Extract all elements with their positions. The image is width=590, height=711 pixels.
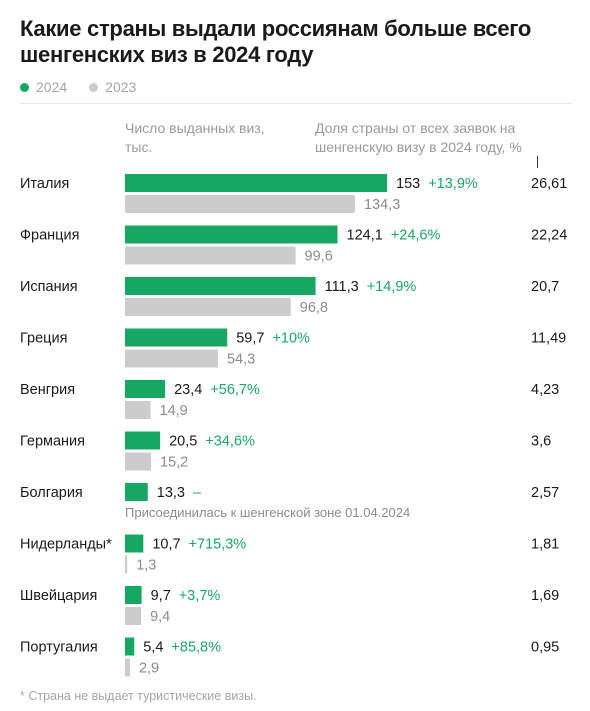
legend-item-2024: 2024 — [20, 79, 67, 95]
value-label-2024: 10,7 — [152, 537, 180, 553]
change-label: – — [193, 485, 202, 501]
legend-label-2024: 2024 — [36, 79, 68, 95]
share-value: 26,61 — [531, 176, 567, 192]
bar-2024 — [125, 277, 316, 295]
change-label: +3,7% — [179, 588, 221, 604]
share-value: 2,57 — [531, 485, 559, 501]
bar-2024 — [125, 431, 161, 450]
country-label: Болгария — [20, 485, 83, 501]
bar-2023 — [125, 452, 152, 471]
change-label: +85,8% — [171, 640, 221, 656]
bar-2024 — [125, 174, 387, 192]
chart-title: Какие страны выдали россиянам больше все… — [20, 16, 531, 67]
country-label: Нидерланды* — [20, 537, 112, 553]
bar-2024 — [125, 380, 166, 398]
country-label: Германия — [20, 434, 85, 450]
visas-column-header: Число выданных виз, тыс. — [125, 120, 265, 155]
share-column-header: Доля страны от всех заявок на шенгенскую… — [315, 120, 522, 155]
change-label: +10% — [272, 331, 310, 347]
change-label: +14,9% — [367, 279, 417, 295]
change-label: +34,6% — [205, 434, 255, 450]
annotation-note: Присоединилась к шенгенской зоне 01.04.2… — [125, 505, 410, 520]
share-value: 3,6 — [531, 434, 551, 450]
country-label: Испания — [20, 279, 78, 295]
value-label-2023: 9,4 — [150, 609, 170, 625]
value-label-2023: 54,3 — [227, 352, 255, 368]
legend-item-2023: 2023 — [89, 79, 136, 95]
value-label-2023: 1,3 — [136, 558, 156, 574]
value-label-2024: 20,5 — [169, 434, 197, 450]
bar-2024 — [125, 586, 142, 604]
country-label: Швейцария — [20, 588, 97, 604]
legend-label-2023: 2023 — [105, 79, 137, 95]
country-label: Венгрия — [20, 382, 75, 398]
value-label-2024: 153 — [396, 176, 420, 192]
value-label-2023: 96,8 — [300, 300, 328, 316]
share-value: 0,95 — [531, 640, 559, 656]
value-label-2024: 111,3 — [325, 279, 359, 295]
value-label-2024: 13,3 — [157, 485, 185, 501]
bar-2024 — [125, 483, 148, 501]
legend-dot-2024 — [20, 82, 29, 92]
legend: 2024 2023 — [20, 79, 158, 95]
country-label: Греция — [20, 331, 67, 347]
bar-2023 — [125, 555, 128, 574]
share-value: 1,69 — [531, 588, 559, 604]
share-value: 1,81 — [531, 537, 559, 553]
bar-2023 — [125, 658, 130, 677]
bar-2023 — [125, 349, 218, 368]
country-label: Италия — [20, 176, 69, 192]
country-label: Франция — [20, 228, 79, 244]
change-label: +715,3% — [189, 537, 247, 553]
bar-2024 — [125, 225, 338, 244]
value-label-2024: 23,4 — [174, 382, 202, 398]
bar-2024 — [125, 637, 135, 656]
change-label: +24,6% — [391, 228, 441, 244]
change-label: +13,9% — [428, 176, 478, 192]
footnote: * Страна не выдает туристические визы. — [20, 689, 257, 703]
value-label-2023: 134,3 — [364, 197, 400, 213]
country-label: Португалия — [20, 640, 98, 656]
share-value: 11,49 — [531, 331, 566, 347]
bar-2023 — [125, 298, 291, 316]
share-column-marker — [537, 156, 538, 168]
change-label: +56,7% — [210, 382, 260, 398]
value-label-2024: 5,4 — [143, 640, 163, 656]
share-value: 20,7 — [531, 279, 559, 295]
bar-2023 — [125, 246, 296, 265]
value-label-2023: 99,6 — [305, 249, 333, 265]
bar-2024 — [125, 534, 144, 553]
value-label-2024: 9,7 — [151, 588, 171, 604]
bar-2023 — [125, 401, 151, 419]
value-label-2023: 15,2 — [160, 455, 188, 471]
share-value: 4,23 — [531, 382, 559, 398]
value-label-2023: 2,9 — [139, 661, 159, 677]
value-label-2023: 14,9 — [160, 403, 188, 419]
value-label-2024: 59,7 — [236, 331, 264, 347]
value-label-2024: 124,1 — [347, 228, 383, 244]
share-value: 22,24 — [531, 228, 567, 244]
bar-2024 — [125, 328, 228, 347]
bar-2023 — [125, 607, 142, 625]
legend-dot-2023 — [89, 82, 99, 92]
bar-2023 — [125, 195, 355, 213]
header-divider — [20, 103, 572, 104]
